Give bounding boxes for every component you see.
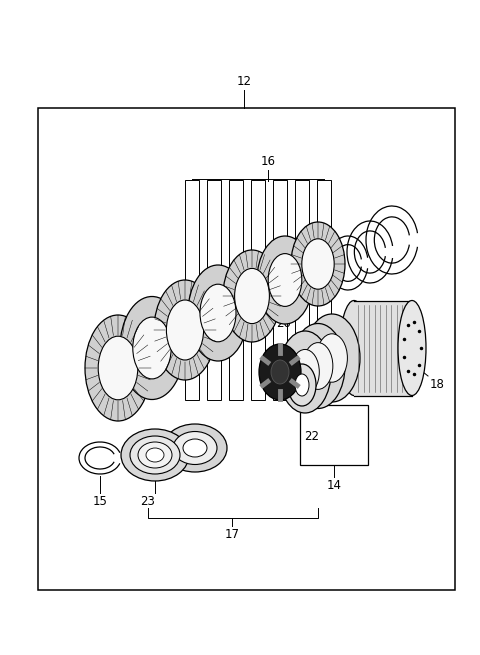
- Bar: [207, 180, 221, 400]
- Bar: [317, 180, 331, 400]
- Ellipse shape: [295, 374, 309, 396]
- Ellipse shape: [200, 284, 236, 342]
- Bar: [229, 180, 243, 400]
- Text: 18: 18: [430, 378, 445, 391]
- Text: 23: 23: [141, 495, 156, 508]
- Ellipse shape: [163, 424, 227, 472]
- Ellipse shape: [173, 432, 217, 464]
- Ellipse shape: [146, 448, 164, 462]
- Ellipse shape: [340, 301, 368, 396]
- Ellipse shape: [183, 439, 207, 457]
- Ellipse shape: [304, 314, 360, 402]
- Ellipse shape: [120, 297, 184, 400]
- Text: 22: 22: [304, 430, 320, 443]
- Text: 17: 17: [225, 528, 240, 541]
- Ellipse shape: [98, 336, 138, 400]
- Ellipse shape: [133, 317, 171, 379]
- Ellipse shape: [154, 280, 216, 380]
- Ellipse shape: [398, 301, 426, 396]
- Bar: [38, 108, 455, 590]
- Text: 15: 15: [93, 495, 108, 508]
- Text: 14: 14: [326, 479, 341, 492]
- Ellipse shape: [271, 360, 289, 384]
- Text: 16: 16: [261, 155, 276, 168]
- Bar: [185, 180, 199, 400]
- Bar: [300, 405, 368, 465]
- Ellipse shape: [130, 436, 180, 474]
- Ellipse shape: [268, 253, 302, 307]
- Ellipse shape: [223, 250, 281, 342]
- Text: 12: 12: [237, 75, 252, 88]
- Ellipse shape: [291, 324, 345, 409]
- Ellipse shape: [291, 350, 319, 394]
- Ellipse shape: [303, 343, 333, 389]
- Ellipse shape: [279, 331, 331, 413]
- Bar: [295, 180, 309, 400]
- Ellipse shape: [288, 364, 316, 406]
- Ellipse shape: [257, 236, 313, 324]
- Bar: [354, 301, 412, 396]
- Ellipse shape: [317, 334, 348, 383]
- Ellipse shape: [291, 222, 345, 306]
- Ellipse shape: [235, 269, 269, 324]
- Bar: [273, 180, 287, 400]
- Ellipse shape: [188, 265, 248, 361]
- Ellipse shape: [138, 442, 172, 468]
- Bar: [251, 180, 265, 400]
- Ellipse shape: [259, 344, 301, 400]
- Text: 20: 20: [276, 317, 291, 330]
- Ellipse shape: [121, 429, 189, 481]
- Ellipse shape: [85, 315, 151, 421]
- Ellipse shape: [302, 239, 334, 290]
- Ellipse shape: [167, 300, 204, 360]
